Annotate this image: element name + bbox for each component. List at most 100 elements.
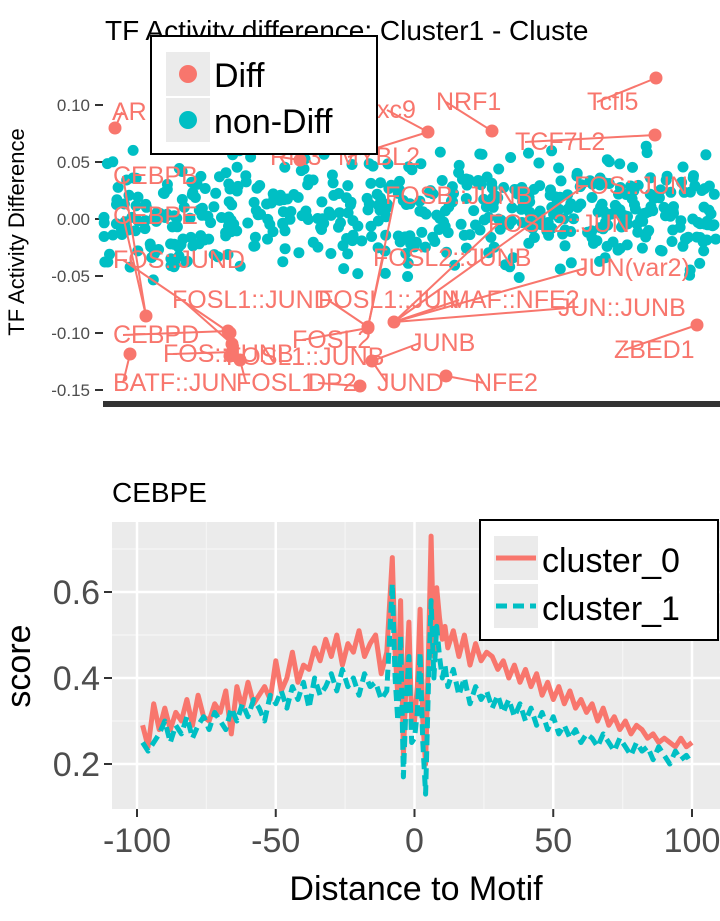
scatter-point — [643, 225, 655, 236]
scatter-point — [640, 140, 652, 152]
scatter-point — [524, 196, 536, 208]
label-connector — [122, 215, 147, 317]
scatter-point — [588, 237, 599, 249]
point-label: DP2 — [308, 369, 357, 397]
label-connector — [393, 185, 585, 323]
scatter-point — [223, 211, 235, 223]
scatter-point — [478, 214, 490, 226]
label-connector — [181, 299, 233, 345]
label-connector — [317, 382, 361, 387]
scatter-point — [101, 158, 113, 170]
scatter-point — [554, 263, 566, 275]
scatter-point — [166, 221, 178, 233]
scatter-point — [528, 232, 540, 243]
label-connector — [367, 195, 396, 328]
label-connector — [122, 353, 131, 384]
scatter-point — [180, 256, 192, 268]
scatter-point — [362, 204, 374, 216]
scatter-point — [644, 172, 656, 184]
scatter-point — [315, 222, 327, 233]
scatter-point — [397, 195, 409, 207]
scatter-point — [414, 195, 426, 207]
scatter-point — [193, 204, 205, 216]
scatter-point — [205, 217, 217, 229]
label-connector — [301, 327, 369, 341]
scatter-point — [220, 227, 232, 239]
scatter-point — [130, 200, 142, 212]
point-label: NRF1 — [436, 88, 501, 116]
line-title: CEBPE — [112, 477, 207, 508]
scatter-point — [98, 231, 110, 242]
label-connector — [239, 359, 247, 384]
scatter-point — [506, 215, 518, 227]
scatter-point — [568, 213, 580, 225]
scatter-point — [601, 210, 613, 222]
scatter-point — [394, 236, 406, 248]
scatter-point — [562, 204, 574, 215]
scatter-point — [184, 212, 196, 224]
scatter-point — [575, 198, 587, 210]
scatter-point — [195, 230, 207, 242]
scatter-point — [636, 242, 648, 254]
scatter-point — [505, 152, 517, 163]
scatter-point — [223, 178, 235, 190]
label-connector — [386, 109, 429, 133]
scatter-point — [699, 218, 711, 230]
scatter-point — [277, 206, 289, 218]
scatter-panel: TF Activity difference: Cluster1 - Clust… — [4, 15, 720, 407]
scatter-point — [327, 177, 339, 189]
label-connector — [445, 101, 493, 132]
scatter-point — [594, 172, 606, 184]
point-label: CEBPD — [113, 321, 199, 349]
point-label: MAF::NFE2 — [449, 286, 580, 314]
scatter-point — [474, 148, 486, 160]
scatter-point — [665, 186, 677, 198]
scatter-y-tick-label: 0.05 — [57, 153, 90, 172]
line-legend: cluster_0 cluster_1 — [479, 519, 719, 641]
scatter-point — [637, 208, 649, 220]
line-y-axis-label: score — [0, 624, 38, 707]
scatter-point — [176, 194, 188, 205]
scatter-point — [347, 215, 359, 227]
scatter-point — [177, 233, 189, 245]
scatter-point — [644, 188, 656, 200]
scatter-point — [208, 201, 220, 213]
point-label: JUN(var2) — [576, 254, 690, 282]
scatter-point — [464, 229, 476, 241]
scatter-point — [199, 183, 211, 194]
line-x-tick-label: -100 — [103, 822, 171, 860]
scatter-point — [586, 192, 598, 203]
scatter-point — [337, 240, 349, 252]
label-connector — [393, 307, 569, 323]
scatter-point — [415, 158, 427, 170]
scatter-y-tick-label: -0.15 — [51, 381, 90, 400]
point-label: NFE2 — [474, 369, 538, 397]
scatter-point — [405, 238, 417, 250]
scatter-point — [342, 180, 354, 192]
scatter-point — [691, 231, 703, 243]
scatter-point — [586, 178, 598, 190]
scatter-point — [111, 194, 123, 206]
scatter-y-tick-label: 0.10 — [57, 96, 90, 115]
scatter-point — [680, 233, 691, 245]
scatter-point — [474, 224, 486, 236]
scatter-point — [694, 257, 706, 269]
scatter-point — [365, 220, 377, 232]
scatter-point — [157, 187, 169, 199]
label-connector — [445, 375, 485, 384]
scatter-point — [346, 159, 358, 170]
legend-nondiff-label: non-Diff — [214, 103, 333, 141]
scatter-y-tick-label: 0.00 — [57, 210, 90, 229]
scatter-point — [533, 210, 544, 222]
legend-nondiff-glyph: a — [183, 111, 193, 130]
scatter-point — [231, 225, 243, 237]
scatter-point — [416, 226, 428, 238]
scatter-point — [325, 248, 337, 259]
label-connector — [393, 223, 499, 323]
scatter-point — [363, 158, 375, 170]
scatter-point — [419, 241, 431, 253]
scatter-point — [492, 192, 504, 204]
scatter-point — [698, 245, 710, 257]
scatter-point — [533, 157, 545, 169]
scatter-point — [249, 240, 261, 252]
